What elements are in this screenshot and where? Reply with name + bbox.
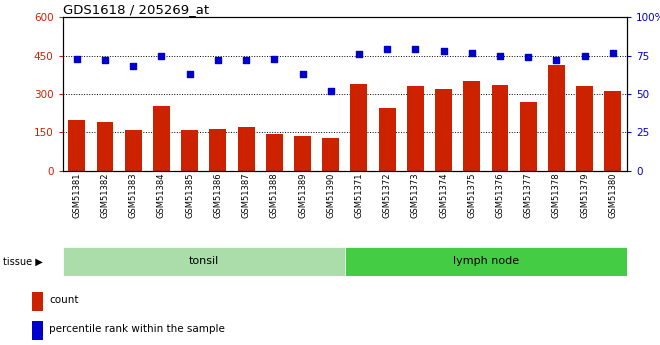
Bar	[238, 127, 255, 171]
Point	[71, 56, 82, 61]
Bar	[576, 86, 593, 171]
Bar	[125, 130, 142, 171]
Bar	[548, 65, 565, 171]
Bar	[322, 138, 339, 171]
Point	[156, 53, 167, 58]
Point	[297, 71, 308, 77]
Bar	[32, 292, 43, 311]
Point	[523, 55, 533, 60]
Text: percentile rank within the sample: percentile rank within the sample	[49, 325, 225, 334]
Text: count: count	[49, 295, 79, 305]
Point	[325, 88, 336, 94]
Point	[100, 58, 110, 63]
Bar	[96, 122, 114, 171]
Bar	[294, 136, 311, 171]
Bar	[345, 247, 627, 276]
Bar	[520, 102, 537, 171]
Bar	[407, 86, 424, 171]
Point	[213, 58, 223, 63]
Point	[354, 51, 364, 57]
Bar	[350, 84, 368, 171]
Point	[438, 48, 449, 54]
Point	[467, 50, 477, 55]
Text: tissue ▶: tissue ▶	[3, 257, 43, 266]
Point	[579, 53, 590, 58]
Bar	[69, 120, 85, 171]
Point	[241, 58, 251, 63]
Text: tonsil: tonsil	[189, 256, 219, 266]
Bar	[209, 129, 226, 171]
Bar	[463, 81, 480, 171]
Bar	[605, 91, 621, 171]
Text: GDS1618 / 205269_at: GDS1618 / 205269_at	[63, 3, 209, 16]
Point	[551, 58, 562, 63]
Bar	[63, 247, 345, 276]
Point	[269, 56, 280, 61]
Bar	[32, 322, 43, 340]
Text: lymph node: lymph node	[453, 256, 519, 266]
Bar	[435, 89, 452, 171]
Bar	[182, 130, 198, 171]
Point	[608, 50, 618, 55]
Bar	[379, 108, 395, 171]
Point	[410, 47, 420, 52]
Point	[495, 53, 506, 58]
Point	[382, 47, 393, 52]
Point	[128, 63, 139, 69]
Bar	[492, 85, 508, 171]
Bar	[153, 106, 170, 171]
Bar	[266, 134, 282, 171]
Point	[184, 71, 195, 77]
